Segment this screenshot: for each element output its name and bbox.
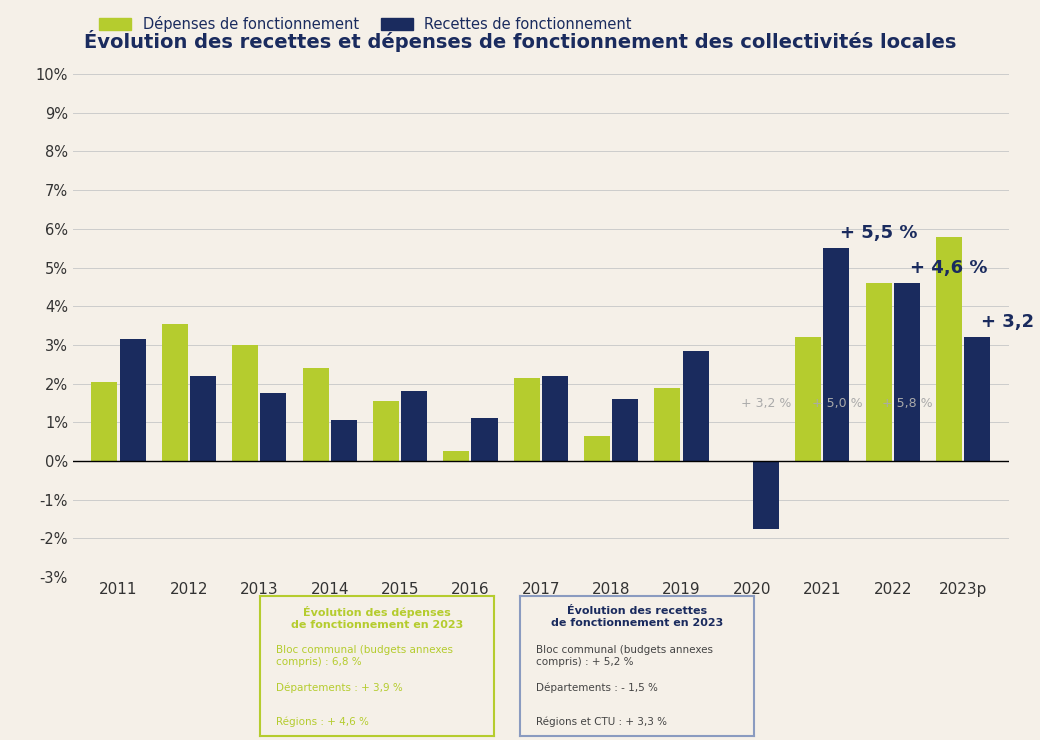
Text: + 3,2 %: + 3,2 %: [742, 397, 791, 409]
Text: + 5,5 %: + 5,5 %: [840, 224, 917, 243]
Bar: [303, 369, 329, 461]
Text: + 5,8 %: + 5,8 %: [882, 397, 933, 409]
Text: Départements : + 3,9 %: Départements : + 3,9 %: [277, 683, 404, 693]
Text: Régions et CTU : + 3,3 %: Régions et CTU : + 3,3 %: [537, 716, 668, 727]
Bar: [584, 436, 610, 461]
Bar: [824, 248, 850, 461]
Bar: [542, 376, 568, 461]
Text: + 5,0 %: + 5,0 %: [812, 397, 862, 409]
Text: Évolution des recettes et dépenses de fonctionnement des collectivités locales: Évolution des recettes et dépenses de fo…: [84, 30, 956, 52]
Bar: [232, 345, 258, 461]
Bar: [260, 394, 286, 461]
Bar: [893, 283, 919, 461]
Bar: [514, 378, 540, 461]
Text: Bloc communal (budgets annexes
compris) : 6,8 %: Bloc communal (budgets annexes compris) …: [277, 645, 453, 667]
Bar: [373, 401, 399, 461]
Text: Régions : + 4,6 %: Régions : + 4,6 %: [277, 716, 369, 727]
Bar: [682, 351, 708, 461]
Bar: [936, 237, 962, 461]
Legend: Dépenses de fonctionnement, Recettes de fonctionnement: Dépenses de fonctionnement, Recettes de …: [99, 16, 632, 32]
Bar: [796, 337, 822, 461]
Bar: [865, 283, 891, 461]
Bar: [331, 420, 357, 461]
Text: Départements : - 1,5 %: Départements : - 1,5 %: [537, 683, 658, 693]
Bar: [613, 399, 639, 461]
Bar: [443, 451, 469, 461]
Text: Bloc communal (budgets annexes
compris) : + 5,2 %: Bloc communal (budgets annexes compris) …: [537, 645, 713, 667]
Bar: [654, 388, 680, 461]
Text: Évolution des dépenses
de fonctionnement en 2023: Évolution des dépenses de fonctionnement…: [291, 605, 463, 630]
Text: + 3,2 %: + 3,2 %: [981, 314, 1040, 332]
Bar: [162, 323, 188, 461]
Text: + 4,6 %: + 4,6 %: [910, 259, 988, 278]
Bar: [401, 391, 427, 461]
Bar: [471, 419, 497, 461]
Text: Évolution des recettes
de fonctionnement en 2023: Évolution des recettes de fonctionnement…: [551, 605, 723, 628]
Bar: [120, 339, 146, 461]
Bar: [190, 376, 216, 461]
Bar: [753, 461, 779, 529]
Bar: [964, 337, 990, 461]
Bar: [92, 382, 118, 461]
